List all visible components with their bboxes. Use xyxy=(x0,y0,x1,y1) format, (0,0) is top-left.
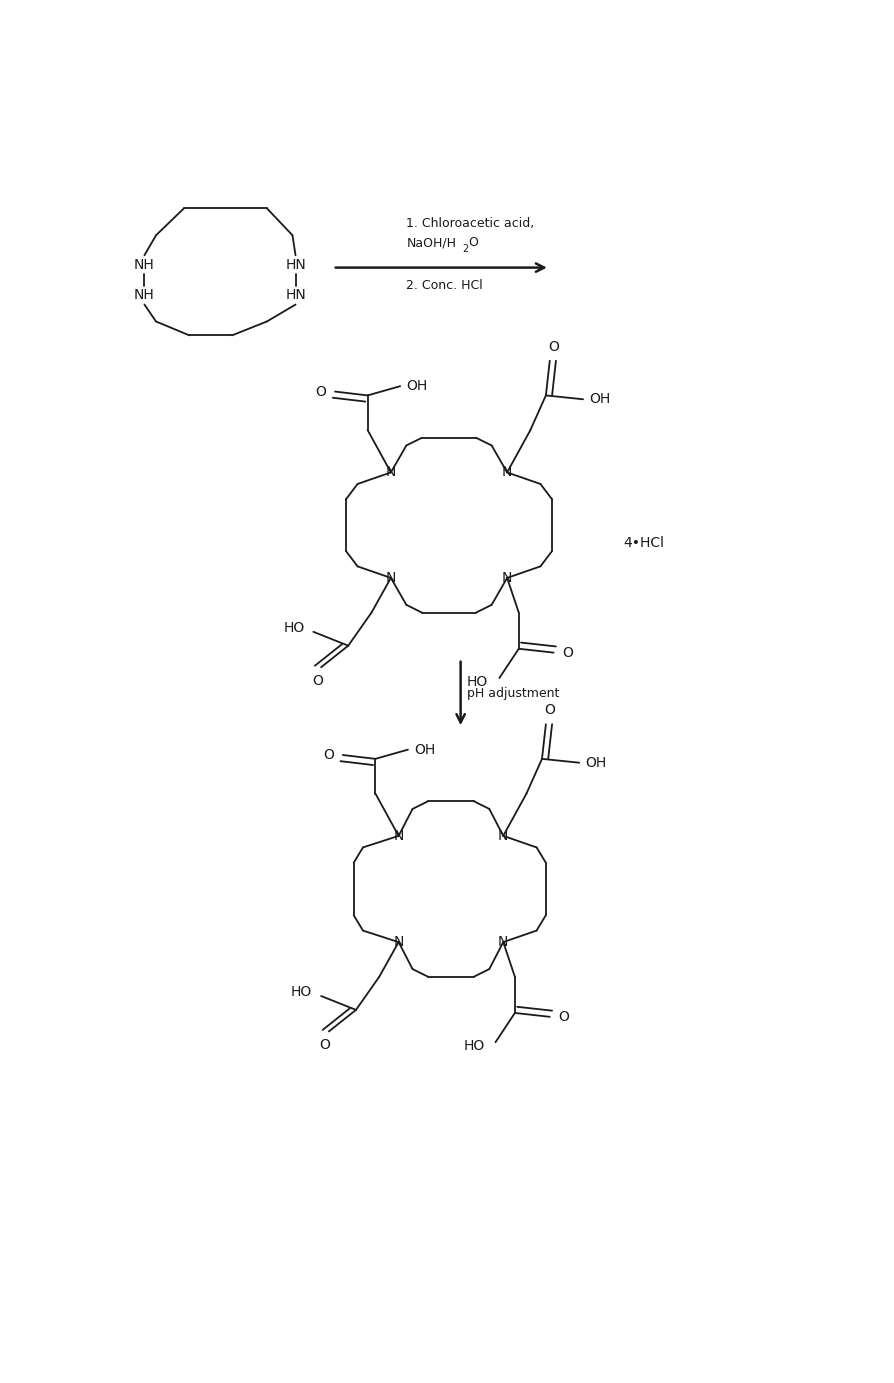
Text: HN: HN xyxy=(285,288,306,303)
Text: HO: HO xyxy=(463,1039,484,1052)
Text: O: O xyxy=(311,674,323,689)
Text: pH adjustment: pH adjustment xyxy=(467,687,559,700)
Text: N: N xyxy=(385,571,396,585)
Text: O: O xyxy=(316,384,326,398)
Text: O: O xyxy=(544,704,554,718)
Text: O: O xyxy=(468,236,477,249)
Text: HO: HO xyxy=(467,675,488,689)
Text: N: N xyxy=(502,466,511,480)
Text: NH: NH xyxy=(134,288,155,303)
Text: 2. Conc. HCl: 2. Conc. HCl xyxy=(406,279,483,292)
Text: OH: OH xyxy=(406,379,427,393)
Text: NaOH/H: NaOH/H xyxy=(406,236,456,249)
Text: O: O xyxy=(547,340,559,354)
Text: NH: NH xyxy=(134,257,155,271)
Text: O: O xyxy=(319,1039,330,1052)
Text: HN: HN xyxy=(285,257,306,271)
Text: N: N xyxy=(497,935,508,949)
Text: O: O xyxy=(561,646,572,660)
Text: HO: HO xyxy=(291,985,312,999)
Text: N: N xyxy=(393,828,403,842)
Text: N: N xyxy=(502,571,511,585)
Text: OH: OH xyxy=(585,755,606,770)
Text: HO: HO xyxy=(283,621,304,635)
Text: 2: 2 xyxy=(461,245,468,254)
Text: O: O xyxy=(558,1010,569,1023)
Text: 1. Chloroacetic acid,: 1. Chloroacetic acid, xyxy=(406,217,534,230)
Text: N: N xyxy=(497,828,508,842)
Text: OH: OH xyxy=(589,393,610,407)
Text: 4•HCl: 4•HCl xyxy=(623,537,663,550)
Text: N: N xyxy=(385,466,396,480)
Text: OH: OH xyxy=(414,743,435,757)
Text: N: N xyxy=(393,935,403,949)
Text: O: O xyxy=(323,748,334,762)
